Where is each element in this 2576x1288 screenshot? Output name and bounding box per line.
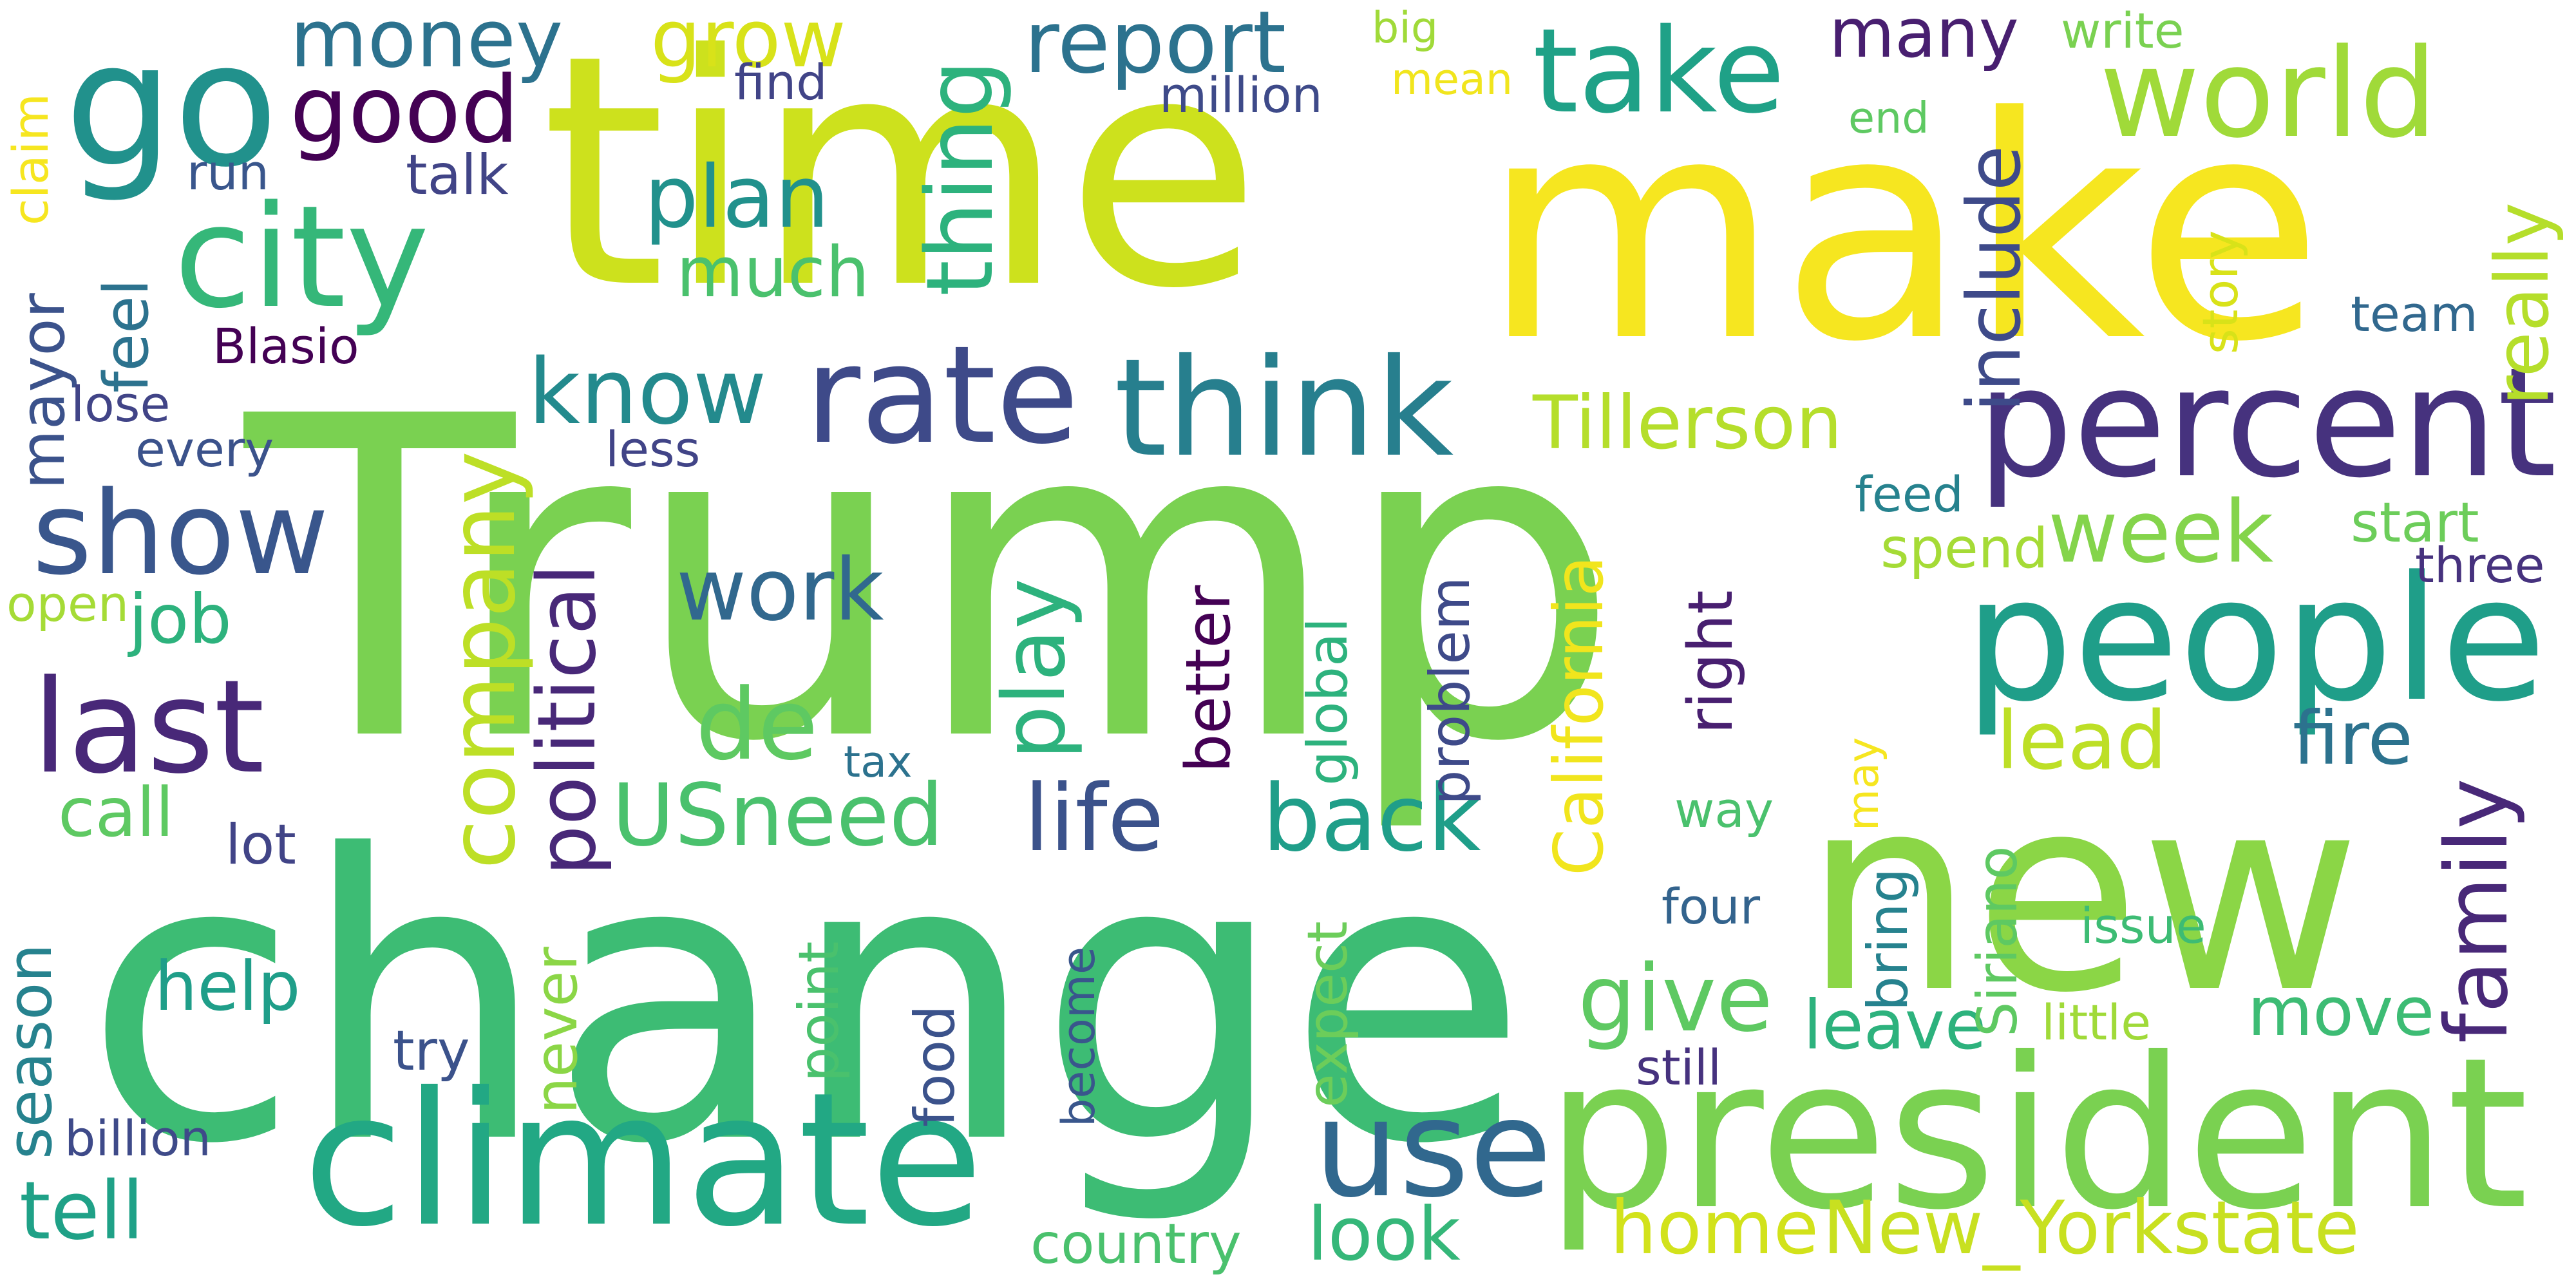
word-problem: problem <box>1418 576 1482 805</box>
word-money: money <box>290 0 564 86</box>
word-open: open <box>6 575 129 632</box>
word-leave: leave <box>1803 986 1987 1065</box>
word-start: start <box>2351 491 2479 555</box>
word-big: big <box>1372 3 1439 53</box>
word-life: life <box>1024 764 1164 872</box>
word-may: may <box>1838 737 1888 831</box>
word-thing: thing <box>906 59 1014 296</box>
word-become: become <box>1052 946 1105 1127</box>
word-billion: billion <box>64 1110 211 1167</box>
word-new: new <box>1803 737 2362 1052</box>
word-company: company <box>430 451 536 869</box>
word-make: make <box>1481 52 2324 409</box>
word-city: city <box>174 175 430 339</box>
word-move: move <box>2248 973 2435 1051</box>
word-rate: rate <box>805 317 1079 474</box>
word-help: help <box>155 947 301 1026</box>
word-back: back <box>1262 764 1481 872</box>
word-look: look <box>1307 1191 1461 1277</box>
word-week: week <box>2048 482 2274 582</box>
word-tax: tax <box>844 737 913 787</box>
word-bring: bring <box>1856 867 1920 1011</box>
word-de: de <box>696 668 819 782</box>
word-work: work <box>676 540 884 640</box>
word-fire: fire <box>2293 696 2413 781</box>
word-million: million <box>1159 66 1323 124</box>
word-plan: plan <box>644 147 829 247</box>
word-blasio: Blasio <box>213 317 359 375</box>
word-feed: feed <box>1855 466 1964 523</box>
word-try: try <box>393 1019 470 1083</box>
word-story: story <box>2192 230 2249 354</box>
word-good: good <box>290 56 520 164</box>
word-mayor: mayor <box>8 293 79 489</box>
word-global: global <box>1296 617 1360 786</box>
word-talk: talk <box>406 143 509 207</box>
word-team: team <box>2351 285 2478 343</box>
word-trump: Trump <box>245 324 1622 838</box>
word-claim: claim <box>2 93 59 225</box>
word-siriano: Siriano <box>1965 846 2030 1037</box>
word-end: end <box>1848 93 1929 143</box>
word-season: season <box>0 943 66 1159</box>
word-many: many <box>1829 0 2019 73</box>
word-play: play <box>985 578 1084 760</box>
word-every: every <box>135 421 274 478</box>
word-lot: lot <box>225 813 296 877</box>
word-country: country <box>1030 1212 1242 1276</box>
word-give: give <box>1578 945 1773 1052</box>
word-report: report <box>1024 0 1287 93</box>
word-family: family <box>2427 778 2527 1043</box>
word-time: time <box>541 0 1262 358</box>
word-write: write <box>2061 2 2184 59</box>
word-really: really <box>2479 202 2565 406</box>
word-last: last <box>32 652 265 802</box>
word-food: food <box>903 1005 967 1127</box>
word-little: little <box>2041 994 2152 1051</box>
word-california: California <box>1540 555 1618 876</box>
word-tillerson: Tillerson <box>1533 380 1842 466</box>
word-usneed: USneed <box>612 766 944 866</box>
word-go: go <box>64 5 279 205</box>
word-know: know <box>528 340 767 445</box>
word-think: think <box>1114 330 1454 487</box>
word-lead: lead <box>1996 695 2168 788</box>
word-lose: lose <box>71 375 171 433</box>
word-way: way <box>1674 781 1774 838</box>
word-job: job <box>129 580 232 659</box>
word-expect: expect <box>1296 921 1360 1108</box>
word-political: political <box>521 564 614 876</box>
word-find: find <box>734 53 828 111</box>
word-new-yorkstate: New_Yorkstate <box>1823 1185 2360 1271</box>
word-include: include <box>1951 145 2037 412</box>
word-take: take <box>1533 3 1785 139</box>
word-still: still <box>1636 1039 1722 1096</box>
word-less: less <box>605 421 701 478</box>
word-grow: grow <box>650 0 846 86</box>
word-run: run <box>187 144 269 201</box>
word-climate: climate <box>303 1054 984 1267</box>
word-people: people <box>1964 539 2547 739</box>
word-right: right <box>1676 590 1747 734</box>
word-president: president <box>1546 1013 2529 1256</box>
word-much: much <box>676 232 870 313</box>
word-never: never <box>523 947 591 1114</box>
word-four: four <box>1662 878 1761 935</box>
word-use: use <box>1314 1071 1552 1227</box>
word-three: three <box>2415 536 2545 594</box>
word-world: world <box>2099 22 2438 165</box>
word-issue: issue <box>2080 897 2206 954</box>
word-point: point <box>787 941 851 1082</box>
word-change: change <box>84 772 1529 1229</box>
word-spend: spend <box>1880 516 2049 581</box>
word-show: show <box>32 467 329 601</box>
word-percent: percent <box>1977 336 2557 511</box>
word-home: home <box>1610 1185 1819 1271</box>
word-tell: tell <box>19 1165 144 1258</box>
word-better: better <box>1173 585 1244 773</box>
word-mean: mean <box>1391 54 1513 104</box>
word-call: call <box>58 773 175 852</box>
